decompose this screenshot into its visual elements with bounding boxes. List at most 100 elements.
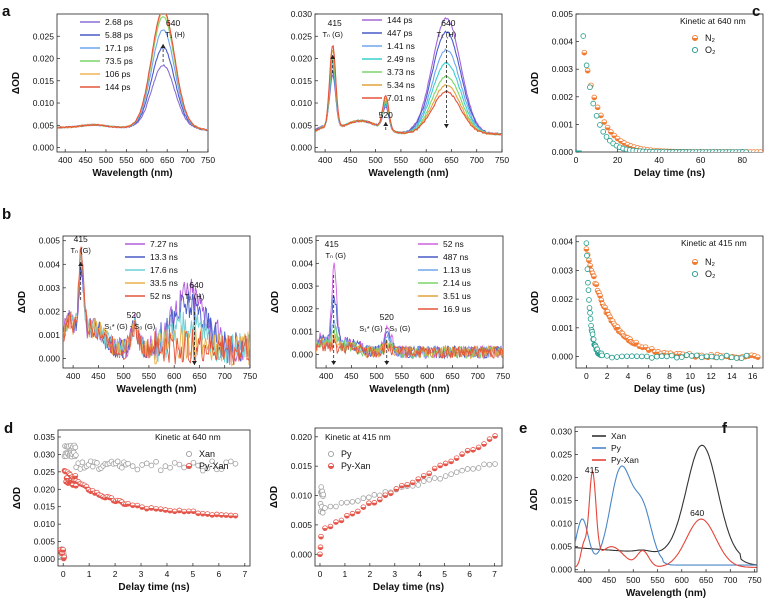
- y-tick-label: 0.001: [39, 330, 61, 340]
- x-tick-label: 550: [142, 371, 156, 381]
- data-point: [698, 354, 705, 361]
- y-tick-label: 0.000: [39, 354, 61, 364]
- x-tick-label: 600: [419, 155, 433, 165]
- data-point-fill: [465, 450, 470, 454]
- data-point-fill: [366, 503, 372, 506]
- data-point: [73, 452, 79, 458]
- annotation-sublabel: Tₙ (G): [325, 251, 346, 260]
- data-point-fill: [415, 479, 421, 482]
- data-point-fill: [177, 510, 182, 513]
- data-point: [464, 466, 471, 472]
- x-tick-label: 450: [344, 371, 358, 381]
- data-point-fill: [591, 97, 597, 100]
- legend-marker-fill: [692, 38, 698, 41]
- x-tick-label: 500: [370, 371, 384, 381]
- data-point: [355, 498, 361, 504]
- data-point: [743, 149, 749, 152]
- data-point: [209, 458, 215, 465]
- x-tick-label: 4: [417, 569, 422, 579]
- data-point-fill: [371, 502, 377, 506]
- x-tick-label: 10: [686, 371, 696, 381]
- x-tick-label: 650: [699, 575, 713, 585]
- legend-label: 7.01 ns: [387, 93, 415, 103]
- x-tick-label: 8: [667, 371, 672, 381]
- data-point-fill: [167, 510, 173, 514]
- data-point-fill: [149, 507, 154, 511]
- data-point-fill: [404, 484, 410, 488]
- x-tick-label: 750: [747, 575, 761, 585]
- legend-label: 5.88 ps: [105, 30, 133, 40]
- y-tick-label: 0.020: [34, 484, 56, 494]
- data-point: [134, 466, 141, 473]
- data-point-fill: [158, 509, 164, 512]
- x-tick-label: 80: [737, 155, 747, 165]
- x-tick-label: 750: [201, 155, 215, 165]
- data-point: [420, 478, 427, 484]
- data-point: [634, 353, 640, 360]
- data-point-fill: [426, 473, 432, 476]
- y-tick-label: 0.005: [552, 9, 574, 19]
- data-point: [587, 316, 594, 322]
- y-tick-label: 0.005: [291, 520, 313, 530]
- y-tick-label: 0.010: [291, 98, 313, 108]
- data-point: [228, 458, 234, 465]
- x-tick-label: 12: [706, 371, 716, 381]
- data-point-fill: [139, 507, 145, 510]
- x-tick-label: 0: [574, 155, 579, 165]
- data-point-fill: [322, 528, 328, 531]
- data-point-fill: [153, 508, 159, 512]
- data-point: [322, 505, 328, 511]
- x-tick-label: 550: [650, 575, 664, 585]
- data-point-fill: [388, 493, 394, 496]
- data-point-fill: [448, 461, 454, 464]
- data-point-fill: [598, 115, 604, 118]
- x-tick-label: 600: [167, 371, 181, 381]
- y-tick-label: 0.003: [39, 283, 61, 293]
- legend-marker-fill: [328, 466, 334, 469]
- data-point: [139, 462, 145, 468]
- legend-label: 144 ps: [105, 82, 131, 92]
- data-point-fill: [228, 515, 234, 518]
- legend-label: 1.13 us: [443, 265, 471, 275]
- y-tick-label: 0.000: [552, 147, 574, 157]
- data-point: [218, 466, 225, 472]
- data-point: [94, 460, 100, 466]
- y-tick-label: 0.000: [291, 549, 313, 559]
- data-point: [583, 240, 590, 246]
- data-point-fill: [195, 513, 201, 516]
- data-point-fill: [181, 511, 187, 514]
- y-tick-label: 0.003: [292, 281, 314, 291]
- data-point-fill: [214, 514, 220, 517]
- series-line: [575, 469, 757, 568]
- data-point-fill: [333, 522, 339, 525]
- data-point: [125, 460, 131, 467]
- y-axis-label: ΔOD: [530, 291, 541, 313]
- data-point: [176, 461, 183, 468]
- y-tick-label: 0.003: [552, 265, 574, 275]
- data-point: [585, 287, 592, 293]
- data-point: [603, 134, 610, 140]
- data-point: [619, 353, 625, 360]
- x-tick-label: 4: [165, 569, 170, 579]
- data-point: [663, 353, 670, 360]
- annotation-label: 520: [380, 312, 394, 322]
- annotation-label: 520: [379, 110, 393, 120]
- y-tick-label: 0.001: [552, 323, 574, 333]
- legend-label: 5.34 ns: [387, 80, 415, 90]
- data-point: [470, 466, 476, 472]
- x-tick-label: 550: [394, 155, 408, 165]
- y-tick-label: 0.030: [551, 427, 573, 437]
- x-tick-label: 500: [369, 155, 383, 165]
- chart-e: 0 1 2 3 4 5 6 7 0.000 0.005 0.010 0.015 0.020 Delay t…: [269, 427, 503, 593]
- data-point: [89, 463, 96, 470]
- data-point-fill: [399, 485, 405, 489]
- data-point: [609, 354, 615, 361]
- legend-marker: [691, 46, 699, 54]
- data-point: [371, 492, 378, 498]
- x-tick-label: 700: [471, 371, 485, 381]
- data-point: [459, 467, 465, 474]
- plot-frame: [574, 426, 758, 573]
- y-axis-label: ΔOD: [269, 486, 280, 508]
- data-point: [703, 353, 710, 360]
- data-point: [319, 509, 326, 516]
